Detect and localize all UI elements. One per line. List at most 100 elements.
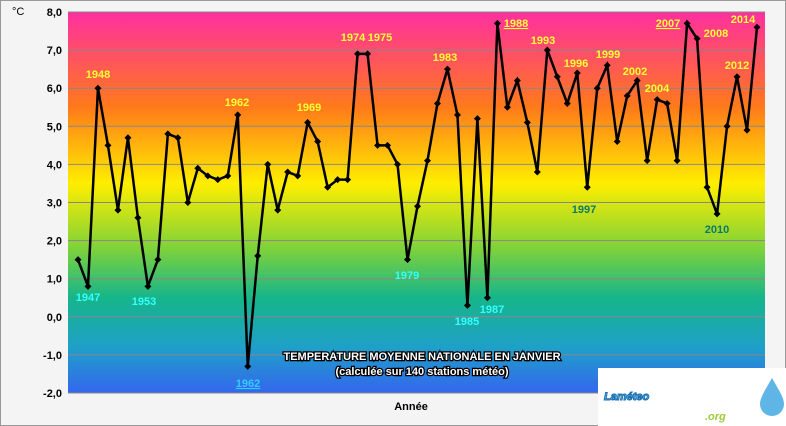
- marker: [483, 294, 491, 302]
- annotation: 1962: [236, 378, 260, 390]
- marker: [743, 126, 751, 134]
- annotation: 2014: [731, 14, 756, 26]
- marker: [623, 92, 631, 100]
- marker: [613, 138, 621, 146]
- y-tick-label: 2,0: [47, 236, 62, 248]
- marker: [334, 176, 342, 184]
- marker: [94, 84, 102, 92]
- annotation: 1962: [225, 97, 249, 109]
- annotation: 2002: [623, 66, 647, 78]
- annotation: 1953: [132, 296, 156, 308]
- marker: [523, 118, 531, 126]
- marker: [114, 206, 122, 214]
- annotation: 1985: [455, 316, 479, 328]
- annotation: 1997: [572, 204, 596, 216]
- marker: [583, 183, 591, 191]
- marker: [473, 115, 481, 123]
- annotation: 1983: [433, 52, 457, 64]
- marker: [384, 141, 392, 149]
- marker: [104, 141, 112, 149]
- y-tick-label: 8,0: [47, 7, 62, 19]
- marker: [653, 96, 661, 104]
- marker: [573, 69, 581, 77]
- marker: [423, 157, 431, 165]
- marker: [224, 172, 232, 180]
- marker: [453, 111, 461, 119]
- y-tick-label: -2,0: [43, 388, 62, 400]
- y-tick-label: 0,0: [47, 312, 62, 324]
- marker: [703, 183, 711, 191]
- y-axis-label: °C: [12, 6, 24, 18]
- logo-text: Laméteo: [604, 391, 650, 403]
- logo-box: [598, 368, 786, 426]
- annotation: 1974: [341, 32, 366, 44]
- marker: [174, 134, 182, 142]
- marker: [274, 206, 282, 214]
- logo-drop: [760, 378, 784, 416]
- marker: [533, 168, 541, 176]
- marker: [663, 99, 671, 107]
- marker: [433, 99, 441, 107]
- marker: [74, 256, 82, 264]
- marker: [354, 50, 362, 58]
- annotation: 2010: [705, 224, 729, 236]
- marker: [264, 160, 272, 168]
- y-tick-label: 4,0: [47, 159, 62, 171]
- marker: [463, 301, 471, 309]
- marker: [673, 157, 681, 165]
- chart-subtitle: (calculée sur 140 stations météo): [335, 366, 508, 378]
- marker: [414, 202, 421, 210]
- marker: [154, 256, 162, 264]
- marker: [753, 23, 761, 31]
- marker: [244, 362, 252, 370]
- marker: [404, 256, 412, 264]
- logo: Laméteo .org: [598, 368, 786, 426]
- marker: [314, 138, 322, 146]
- marker: [284, 168, 292, 176]
- marker: [593, 84, 601, 92]
- marker: [214, 176, 222, 184]
- y-tick-label: 1,0: [47, 274, 62, 286]
- marker: [194, 164, 202, 172]
- marker: [344, 176, 352, 184]
- marker: [324, 183, 332, 191]
- marker: [364, 50, 372, 58]
- annotation: 1988: [504, 18, 528, 30]
- y-tick-label: 6,0: [47, 83, 62, 95]
- marker: [254, 252, 262, 260]
- marker: [124, 134, 132, 142]
- marker: [503, 103, 511, 111]
- marker: [633, 77, 641, 85]
- marker: [603, 61, 611, 69]
- marker: [733, 73, 741, 81]
- marker: [294, 172, 302, 180]
- marker: [643, 157, 651, 165]
- marker: [304, 118, 312, 126]
- marker: [493, 19, 501, 27]
- marker: [134, 214, 142, 222]
- marker: [374, 141, 382, 149]
- annotation: 1948: [86, 69, 110, 81]
- annotation: 1987: [480, 304, 504, 316]
- x-axis-label: Année: [394, 401, 428, 413]
- marker: [443, 65, 451, 73]
- annotation: 1999: [596, 49, 620, 61]
- marker: [394, 160, 402, 168]
- marker: [563, 99, 571, 107]
- marker: [693, 35, 701, 43]
- y-tick-label: 3,0: [47, 198, 62, 210]
- annotation: 1947: [76, 292, 100, 304]
- annotation: 1979: [395, 270, 419, 282]
- marker: [553, 73, 561, 81]
- annotation: 2007: [656, 18, 680, 30]
- marker: [184, 199, 192, 206]
- chart-title: TEMPERATURE MOYENNE NATIONALE EN JANVIER: [283, 351, 560, 363]
- marker: [683, 19, 691, 27]
- annotation: 2012: [725, 60, 749, 72]
- marker: [164, 130, 172, 138]
- marker: [713, 210, 721, 218]
- annotation: 1969: [297, 102, 321, 114]
- annotation: 1993: [531, 35, 555, 47]
- annotation: 1996: [564, 58, 588, 70]
- marker: [204, 172, 212, 180]
